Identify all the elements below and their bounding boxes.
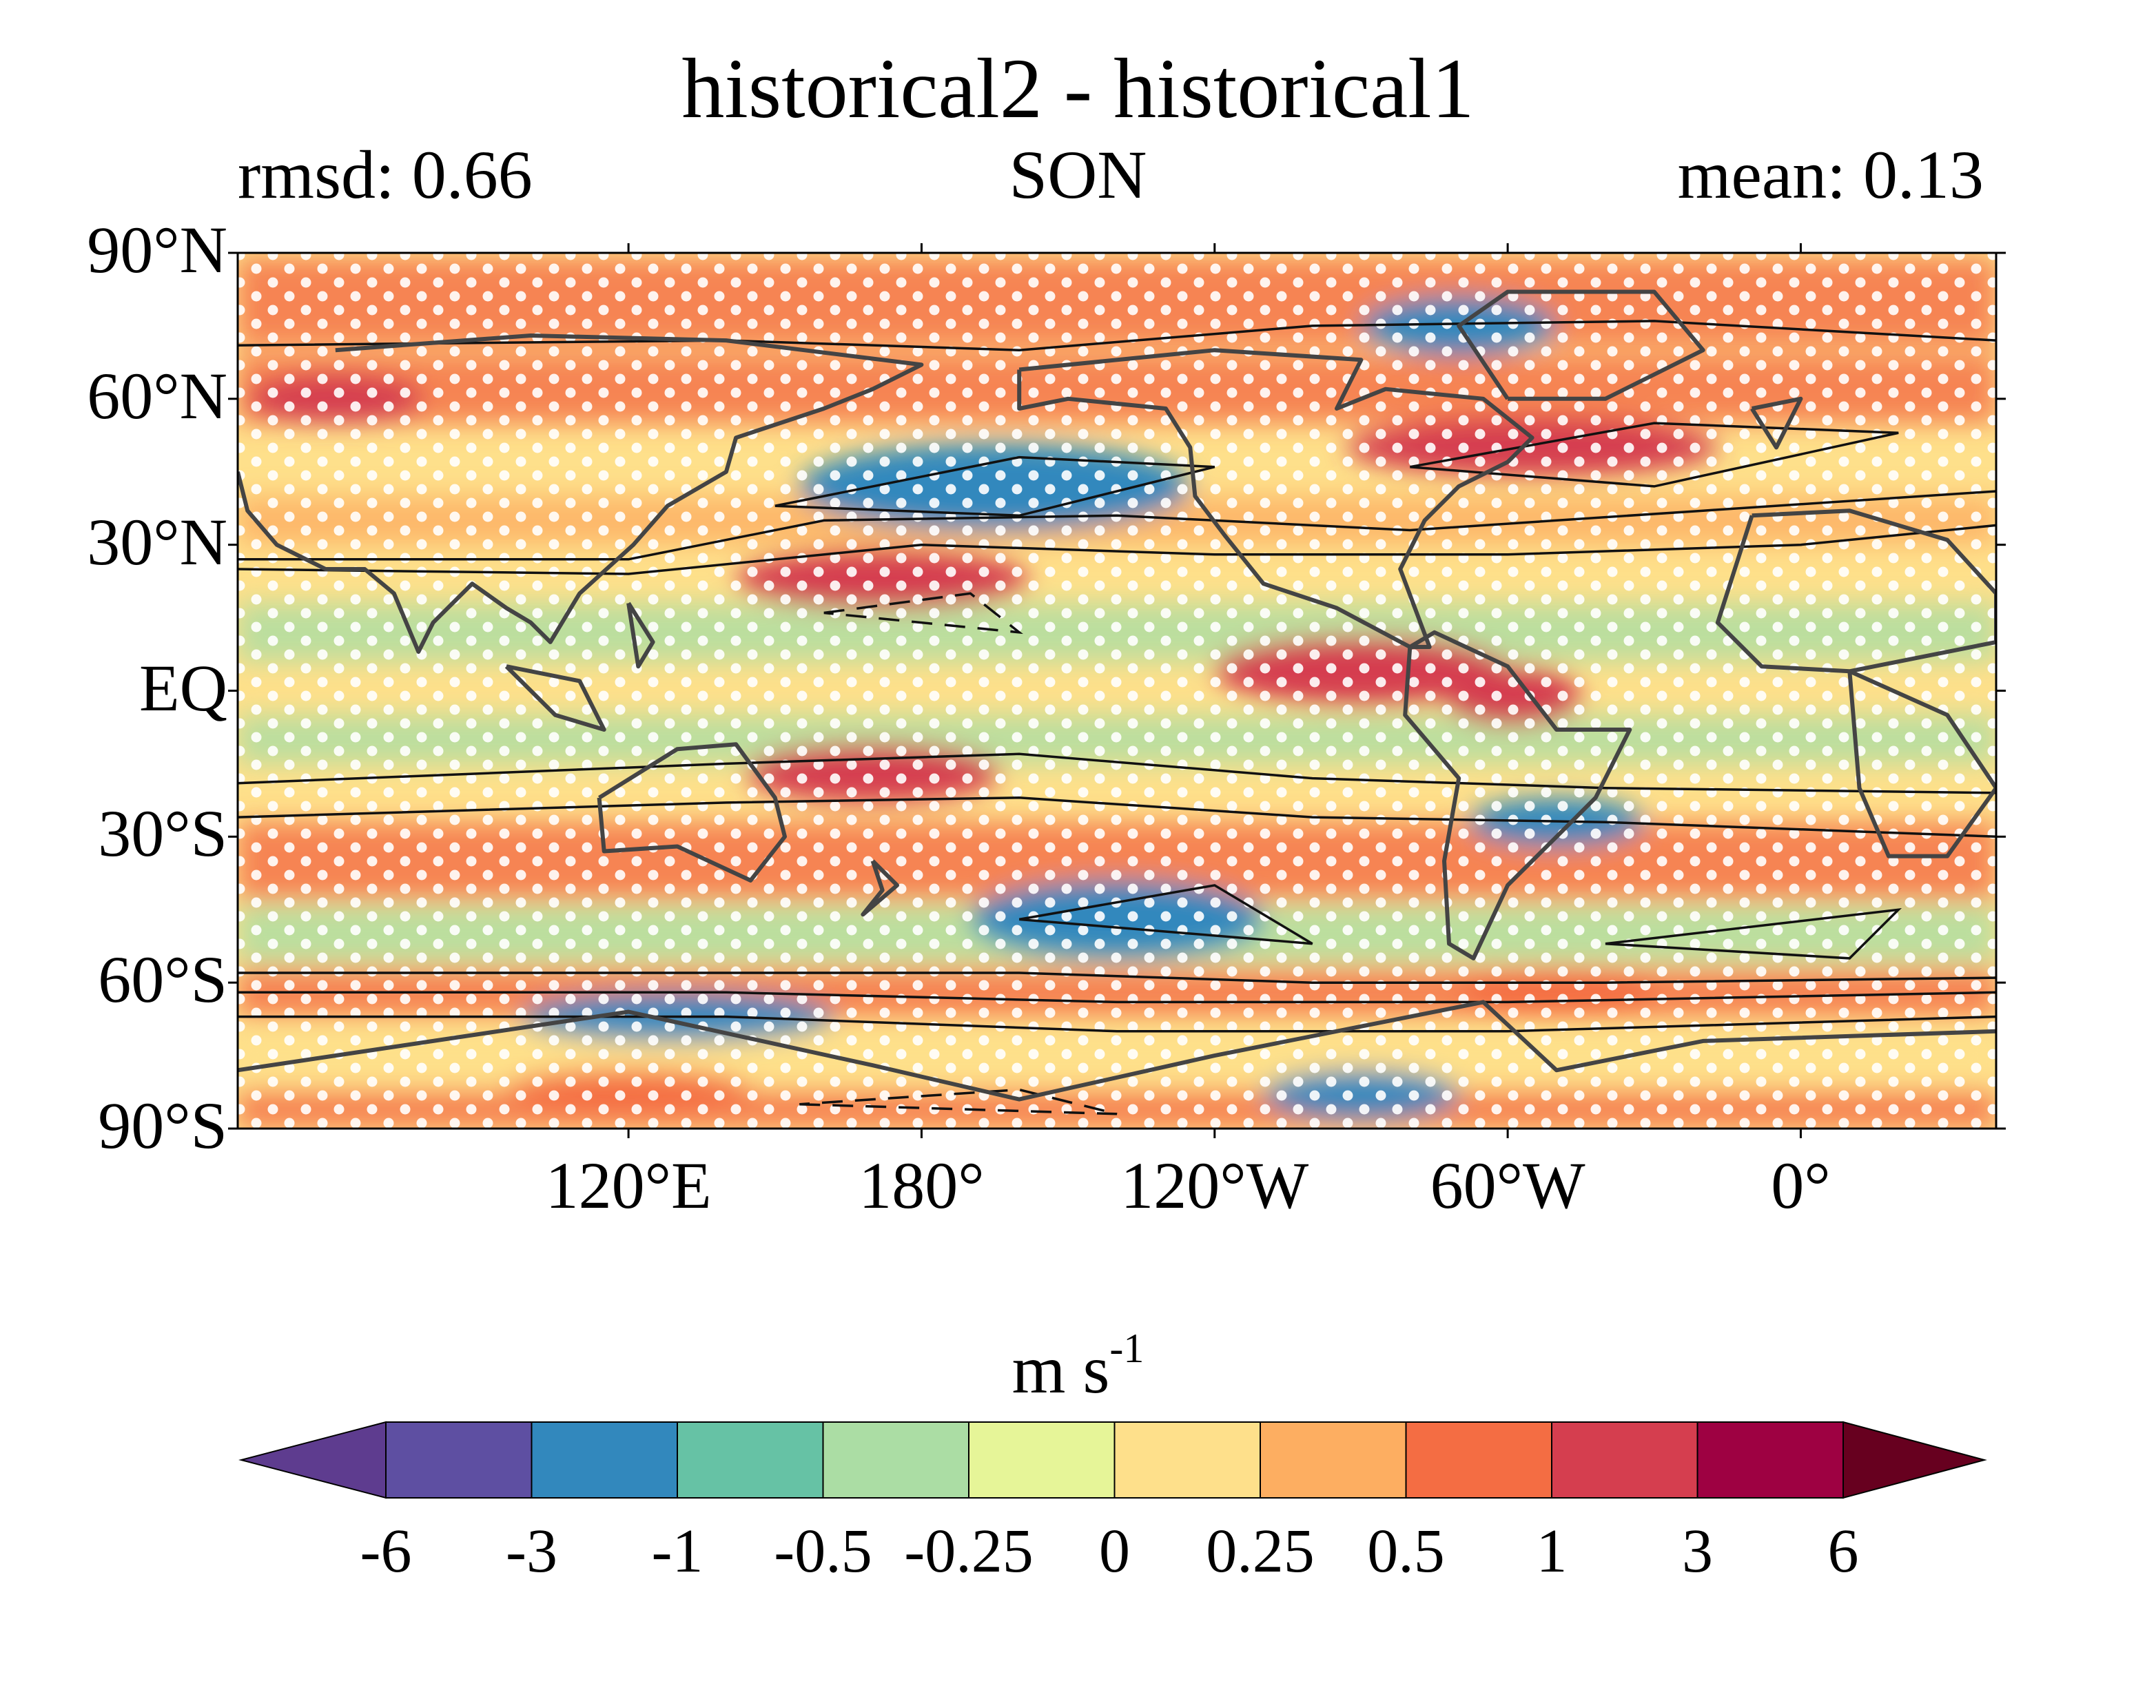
colorbar-tick-label: 0.25 bbox=[1206, 1517, 1315, 1585]
chart-title: historical2 - historical1 bbox=[681, 41, 1475, 136]
climatology-contours bbox=[238, 320, 1996, 1115]
colorbar-tick-label: 0 bbox=[1099, 1517, 1130, 1585]
contour-line-dashed bbox=[799, 1088, 1118, 1115]
lat-label: 90°N bbox=[87, 213, 227, 287]
colorbar-tick-label: 0.5 bbox=[1367, 1517, 1445, 1585]
contour-line bbox=[238, 490, 1996, 561]
coastline bbox=[1403, 630, 1632, 960]
lon-label: 60°W bbox=[1430, 1149, 1585, 1222]
coastline bbox=[238, 333, 924, 654]
colorbar-cell bbox=[1696, 1421, 1844, 1499]
colorbar-tick-label: -3 bbox=[506, 1517, 557, 1585]
colorbar-cell bbox=[1260, 1421, 1407, 1499]
lat-label: 60°N bbox=[87, 358, 227, 433]
colorbar-tick-label: -6 bbox=[360, 1517, 412, 1585]
colorbar-tick-label: 1 bbox=[1536, 1517, 1568, 1585]
colorbar-cell bbox=[531, 1421, 678, 1499]
colorbar-tick-label: -0.25 bbox=[904, 1517, 1034, 1585]
contour-line bbox=[238, 971, 1996, 984]
lon-label: 180° bbox=[859, 1149, 985, 1222]
lat-label: EQ bbox=[139, 650, 227, 725]
contour-line bbox=[1605, 907, 1902, 960]
colorbar-extend-high bbox=[1842, 1421, 1987, 1499]
contour-line bbox=[238, 1015, 1996, 1033]
mean-label: mean: 0.13 bbox=[1677, 136, 1984, 213]
colorbar-cell bbox=[677, 1421, 824, 1499]
coastline bbox=[1750, 396, 1803, 450]
contour-line bbox=[774, 455, 1215, 517]
contour-line bbox=[238, 991, 1996, 1004]
coastline bbox=[1017, 348, 1534, 649]
lat-label: 90°S bbox=[98, 1089, 227, 1162]
contour-line bbox=[1018, 884, 1313, 945]
coastline bbox=[1457, 289, 1705, 401]
axis-ticks bbox=[228, 243, 2006, 1138]
lon-label: 120°E bbox=[545, 1149, 712, 1222]
contour-line bbox=[238, 320, 1996, 351]
colorbar-extend-low bbox=[238, 1421, 387, 1499]
colorbar-cell bbox=[968, 1421, 1116, 1499]
coastline bbox=[238, 1000, 1996, 1102]
colorbar-tick-label: -0.5 bbox=[774, 1517, 872, 1585]
contour-line bbox=[238, 796, 1996, 838]
season-label: SON bbox=[1009, 136, 1147, 213]
lat-label: 30°N bbox=[87, 504, 227, 579]
colorbar-unit: m s-1 bbox=[1012, 1325, 1144, 1408]
contour-line-dashed bbox=[823, 592, 1023, 635]
rmsd-label: rmsd: 0.66 bbox=[238, 136, 533, 213]
contour-line bbox=[238, 524, 1996, 575]
colorbar-tick-label: 3 bbox=[1682, 1517, 1713, 1585]
contour-line bbox=[1409, 422, 1899, 488]
colorbar-cell bbox=[1113, 1421, 1261, 1499]
coastline bbox=[597, 742, 787, 883]
lon-label: 0° bbox=[1771, 1149, 1831, 1222]
lon-label: 120°W bbox=[1120, 1149, 1309, 1222]
lat-label: 60°S bbox=[98, 943, 227, 1017]
coastline bbox=[861, 859, 899, 917]
coastline bbox=[504, 664, 606, 732]
lat-label: 30°S bbox=[98, 796, 227, 871]
colorbar-cell bbox=[1405, 1421, 1552, 1499]
coastlines bbox=[238, 289, 1996, 1102]
coastline bbox=[1715, 508, 1996, 674]
colorbar-tick-label: 6 bbox=[1827, 1517, 1859, 1585]
coastline bbox=[626, 601, 655, 669]
coastline bbox=[1847, 669, 1996, 858]
colorbar-cell bbox=[822, 1421, 969, 1499]
colorbar-tick-label: -1 bbox=[651, 1517, 704, 1585]
colorbar-cell bbox=[385, 1421, 533, 1499]
colorbar-cell bbox=[1551, 1421, 1698, 1499]
